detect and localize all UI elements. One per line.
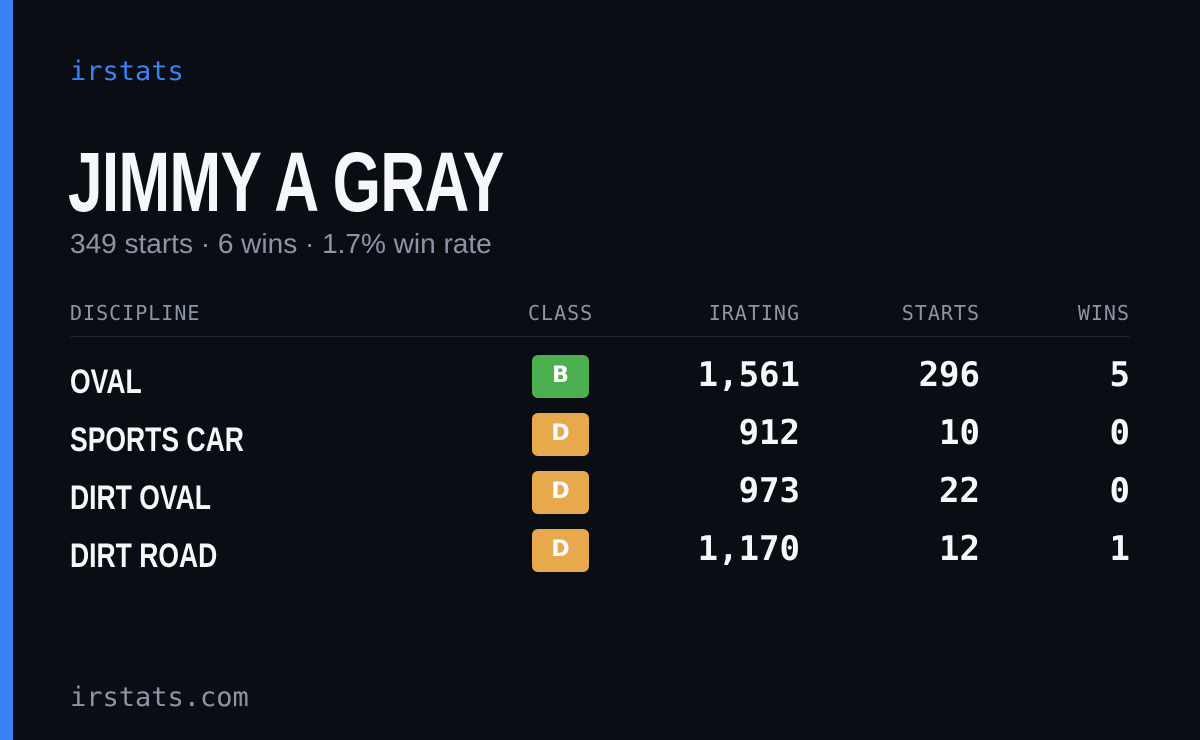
column-header-discipline: DISCIPLINE (70, 301, 201, 325)
wins-value: 1 (1109, 529, 1130, 569)
class-badge: D (532, 471, 589, 514)
column-header-starts: STARTS (901, 301, 980, 325)
accent-bar (0, 0, 13, 740)
irating-value: 1,561 (697, 355, 800, 395)
starts-value: 10 (939, 413, 980, 453)
starts-value: 12 (939, 529, 980, 569)
discipline-name: DIRT OVAL (70, 479, 211, 517)
table-row: OVAL B 1,561 296 5 (70, 351, 1130, 409)
wins-value: 5 (1109, 355, 1130, 395)
table-header: DISCIPLINE CLASS IRATING STARTS WINS (70, 296, 1130, 337)
wins-value: 0 (1109, 413, 1130, 453)
brand-logo: irstats (70, 56, 184, 87)
discipline-name: DIRT ROAD (70, 537, 218, 575)
table-row: SPORTS CAR D 912 10 0 (70, 409, 1130, 467)
column-header-wins: WINS (1077, 301, 1130, 325)
driver-summary: 349 starts · 6 wins · 1.7% win rate (70, 228, 492, 259)
discipline-name: SPORTS CAR (70, 421, 244, 459)
discipline-name: OVAL (70, 363, 142, 401)
column-header-irating: IRATING (708, 301, 800, 325)
table-row: DIRT OVAL D 973 22 0 (70, 467, 1130, 525)
class-badge: B (532, 355, 589, 398)
starts-value: 22 (939, 471, 980, 511)
column-header-class: CLASS (528, 301, 594, 325)
stats-table: DISCIPLINE CLASS IRATING STARTS WINS OVA… (70, 296, 1130, 583)
class-badge: D (532, 413, 589, 456)
driver-name: JIMMY A GRAY (68, 135, 504, 229)
wins-value: 0 (1109, 471, 1130, 511)
irating-value: 912 (738, 413, 800, 453)
table-body: OVAL B 1,561 296 5 SPORTS CAR D 912 10 0… (70, 337, 1130, 583)
footer-url[interactable]: irstats.com (70, 682, 249, 713)
table-row: DIRT ROAD D 1,170 12 1 (70, 525, 1130, 583)
irating-value: 973 (738, 471, 800, 511)
irating-value: 1,170 (697, 529, 800, 569)
starts-value: 296 (918, 355, 980, 395)
class-badge: D (532, 529, 589, 572)
